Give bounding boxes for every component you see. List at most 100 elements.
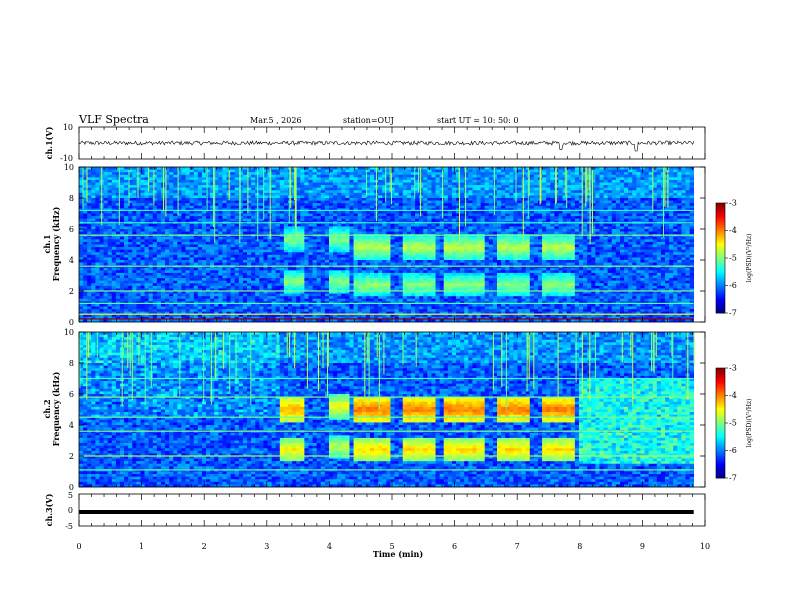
spectrogram-cell — [99, 247, 104, 250]
spectrogram-cell — [361, 187, 367, 191]
spectrogram-cell — [79, 272, 84, 276]
spectrogram-cell — [304, 182, 309, 186]
spectrogram-cell — [345, 187, 350, 191]
spectrogram-cell — [349, 283, 354, 287]
spectrogram-cell — [95, 172, 100, 176]
spectrogram-cell — [328, 319, 334, 323]
spectrogram-cell — [353, 218, 358, 222]
spectrogram-cell — [316, 192, 322, 196]
spectrogram-cell — [259, 177, 264, 181]
spectrogram-cell — [185, 309, 190, 312]
spectrogram-cell — [353, 223, 358, 227]
spectrogram-cell — [406, 182, 412, 186]
spectrogram-cell — [271, 262, 277, 266]
spectrogram-cell — [349, 249, 354, 253]
spectrogram-cell — [296, 190, 301, 194]
spectrogram-cell — [271, 185, 277, 188]
spectrogram-cell — [316, 241, 322, 245]
spectrogram-cell — [386, 216, 391, 219]
spectrogram-cell — [201, 200, 207, 204]
spectrogram-cell — [394, 267, 399, 271]
spectrogram-cell — [300, 262, 305, 266]
spectrogram-cell — [353, 306, 358, 310]
spectrogram-cell — [308, 275, 313, 279]
spectrogram-cell — [369, 239, 375, 243]
spectrogram-cell — [312, 190, 317, 194]
spectrogram-cell — [312, 195, 317, 199]
spectrogram-cell — [201, 226, 207, 230]
spectrogram-cell — [169, 249, 174, 253]
spectrogram-cell — [107, 182, 113, 186]
spectrogram-cell — [369, 306, 375, 310]
spectrogram-cell — [361, 280, 367, 284]
spectrogram-cell — [201, 252, 207, 256]
spectrogram-cell — [390, 314, 395, 318]
spectrogram-cell — [79, 229, 84, 232]
spectrogram-cell — [214, 254, 219, 258]
spectrogram-cell — [296, 298, 301, 302]
spectrogram-cell — [242, 270, 248, 274]
spectrogram-cell — [128, 285, 133, 289]
spectrogram-cell — [292, 278, 297, 281]
spectrogram-cell — [390, 257, 395, 261]
spectrogram-cell — [406, 198, 412, 201]
spectrogram-cell — [115, 270, 121, 274]
spectrogram-cell — [374, 314, 379, 318]
spectrogram-cell — [275, 172, 281, 176]
spectrogram-cell — [160, 291, 166, 294]
spectrogram-cell — [160, 226, 166, 230]
spectrogram-cell — [349, 319, 354, 323]
spectrogram-cell — [251, 236, 256, 240]
spectrogram-cell — [189, 187, 195, 191]
spectrogram-cell — [394, 288, 399, 292]
spectrogram-cell — [410, 319, 416, 323]
spectrogram-cell — [177, 179, 182, 183]
spectrogram-cell — [333, 293, 338, 297]
spectrogram-cell — [95, 280, 100, 284]
spectrogram-cell — [316, 167, 322, 170]
spectrogram-cell — [119, 229, 125, 232]
spectrogram-cell — [99, 285, 104, 289]
spectrogram-cell — [181, 311, 186, 315]
spectrogram-cell — [197, 316, 203, 320]
spectrogram-cell — [300, 218, 305, 222]
spectrogram-cell — [91, 293, 96, 297]
spectrogram-cell — [193, 260, 199, 263]
spectrogram-cell — [238, 262, 244, 266]
spectrogram-cell — [169, 198, 174, 201]
spectrogram-cell — [87, 288, 92, 292]
spectrogram-cell — [333, 231, 338, 235]
spectrogram-cell — [275, 306, 281, 310]
spectrogram-cell — [345, 306, 350, 310]
spectrogram-cell — [394, 172, 399, 176]
spectrogram-cell — [226, 236, 231, 240]
spectrogram-cell — [91, 267, 96, 271]
spectrogram-cell — [218, 195, 223, 199]
spectrogram-cell — [279, 275, 285, 279]
spectrogram-cell — [275, 241, 281, 245]
spectrogram-cell — [415, 257, 420, 261]
spectrogram-cell — [111, 314, 117, 318]
spectrogram-cell — [210, 247, 215, 250]
spectrogram-cell — [300, 223, 305, 227]
spectrogram-cell — [353, 288, 358, 292]
spectrogram-cell — [119, 200, 125, 204]
spectrogram-cell — [234, 252, 240, 256]
spectrogram-cell — [173, 249, 178, 253]
spectrogram-cell — [140, 272, 145, 276]
spectrogram-cell — [144, 218, 149, 222]
spectrogram-cell — [263, 283, 268, 287]
spectrogram-cell — [398, 301, 404, 305]
spectrogram-cell — [193, 262, 199, 266]
spectrogram-cell — [119, 311, 125, 315]
spectrogram-cell — [349, 275, 354, 279]
spectrogram-cell — [206, 283, 211, 287]
spectrogram-cell — [128, 192, 133, 196]
spectrogram-cell — [406, 203, 412, 207]
spectrogram-cell — [263, 270, 268, 274]
spectrogram-cell — [288, 267, 293, 271]
spectrogram-cell — [214, 252, 219, 256]
spectrogram-cell — [226, 296, 231, 300]
spectrogram-cell — [271, 296, 277, 300]
